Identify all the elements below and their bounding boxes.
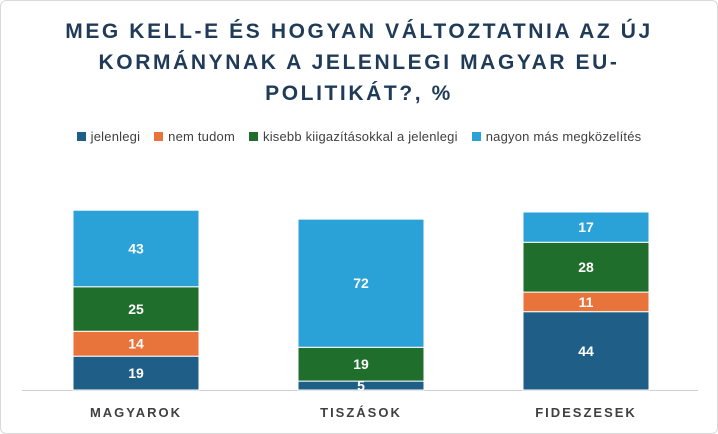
legend-label: nagyon más megközelítés — [485, 129, 642, 144]
bar-segment — [522, 241, 650, 293]
data-label: 25 — [128, 301, 144, 317]
bar-segment — [297, 218, 425, 348]
legend-item-nem-tudom: nem tudom — [154, 129, 235, 144]
bar-segment — [72, 209, 200, 288]
data-label: 11 — [579, 294, 594, 310]
legend-item-kisebb-kiigazitasokkal: kisebb kiigazításokkal a jelenlegi — [249, 129, 458, 144]
category-label: MAGYAROK — [90, 405, 182, 420]
title-line-3: POLITIKÁT?, % — [265, 82, 453, 105]
bar-segment — [72, 286, 200, 332]
data-label: 19 — [353, 356, 369, 372]
data-label: 14 — [128, 336, 144, 352]
bar-segment — [522, 211, 650, 243]
legend-swatch — [76, 132, 86, 141]
data-label: 17 — [578, 219, 594, 235]
legend-swatch — [249, 132, 259, 141]
legend-swatch — [154, 132, 164, 141]
bar-segment — [72, 355, 200, 391]
title-line-1: MEG KELL-E ÉS HOGYAN VÁLTOZTATNIA AZ ÚJ — [65, 20, 653, 43]
data-label: 19 — [128, 365, 144, 381]
bar-segment — [522, 311, 650, 391]
legend-label: nem tudom — [168, 129, 236, 144]
category-label: TISZÁSOK — [320, 405, 402, 420]
data-label: 44 — [578, 343, 594, 359]
legend-swatch — [471, 132, 481, 141]
legend-item-nagyon-mas: nagyon más megközelítés — [471, 129, 642, 144]
data-label: 43 — [128, 240, 144, 256]
data-label: 72 — [353, 275, 369, 291]
category-label: FIDESZESEK — [535, 405, 637, 420]
legend-label: jelenlegi — [90, 129, 141, 144]
data-label: 5 — [357, 378, 365, 394]
legend-item-jelenlegi: jelenlegi — [76, 129, 141, 144]
legend-label: kisebb kiigazításokkal a jelenlegi — [263, 129, 458, 144]
title-line-2: KORMÁNYNAK A JELENLEGI MAGYAR EU- — [98, 51, 620, 74]
chart-legend: jelenlegi nem tudom kisebb kiigazításokk… — [0, 129, 718, 144]
chart-title: MEG KELL-E ÉS HOGYAN VÁLTOZTATNIA AZ ÚJ … — [0, 16, 718, 109]
data-label: 28 — [578, 259, 594, 275]
bar-segment — [297, 346, 425, 382]
bar-segment — [72, 330, 200, 357]
